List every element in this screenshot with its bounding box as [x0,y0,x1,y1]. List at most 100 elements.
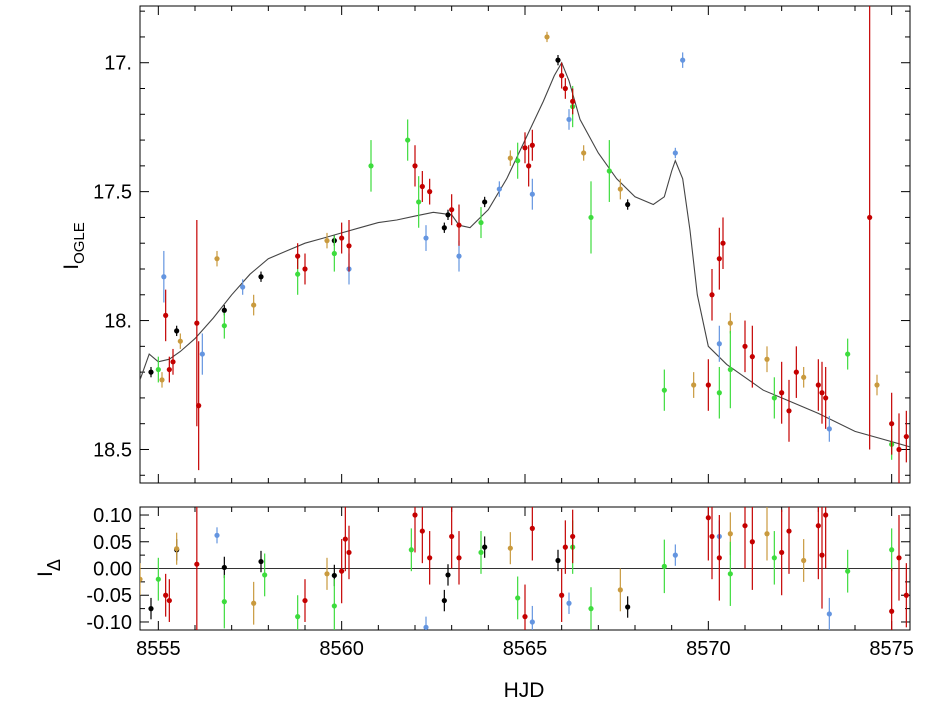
data-point [672,552,678,558]
lc-plot-area [140,6,910,483]
data-point [221,599,227,605]
xtick-label: 8555 [136,638,181,660]
data-point [482,199,488,205]
data-point [412,512,418,518]
data-point [874,382,880,388]
data-point [324,238,330,244]
data-point [709,533,715,540]
data-point [793,369,799,375]
data-point [170,359,176,365]
data-point [716,390,722,396]
ytick-label: 0.05 [93,532,132,554]
ytick-label: 17.5 [93,182,132,204]
data-point [346,549,352,556]
ylabel-residuals-main: I [34,571,57,577]
data-point [555,557,561,564]
data-point [889,547,895,553]
data-point [727,531,733,537]
ylabel-lightcurve: IOGLE [60,222,88,270]
data-point [526,163,532,169]
data-point [194,561,200,567]
data-point [771,555,777,561]
data-point [691,382,697,388]
data-point [346,243,352,249]
data-point [727,366,733,373]
data-point [445,212,451,218]
residuals-panel: 8555 8560 8565 8570 8575 -0.10 -0.05 0.00 0.05 0.… [86,505,914,660]
data-point [903,433,909,440]
data-point [408,547,414,553]
data-point [405,137,411,143]
data-point [826,611,832,617]
data-point [566,116,572,123]
data-point [903,592,909,598]
data-point [705,515,711,521]
data-point [221,307,227,313]
data-point [449,207,455,213]
data-point [896,446,902,453]
data-point [148,606,154,612]
data-point [456,253,462,259]
xtick-label: 8575 [869,638,914,660]
data-point [368,163,374,169]
lightcurve-panel: 17. 17.5 18. 18.5 [93,5,911,484]
data-point [419,183,425,190]
data-point [258,274,264,280]
lc-frame [139,5,911,484]
data-point [889,421,895,427]
ylabel-lightcurve-subscript: OGLE [71,222,88,264]
data-point [262,572,268,578]
data-point [617,186,623,192]
data-point [680,57,686,63]
data-point [786,528,792,534]
data-point [742,523,748,529]
data-point [625,604,631,610]
data-point [562,544,568,550]
data-point [339,235,345,241]
data-point [196,403,202,409]
ylabel-residuals-subscript: Δ [44,559,64,571]
data-point [845,351,851,357]
data-point [251,302,257,308]
data-point [555,57,561,63]
data-point [749,539,755,545]
data-point [449,533,455,540]
data-point [661,387,667,393]
data-point [529,142,535,148]
data-point [625,201,631,208]
data-point [515,158,521,164]
data-point [705,382,711,388]
data-point [559,73,565,79]
data-point [482,544,488,550]
data-point [709,292,715,298]
xtick-label: 8560 [319,638,364,660]
data-point [478,549,484,556]
data-point [163,312,169,319]
res-series-0 [148,536,631,620]
data-point [166,597,172,604]
ylabel-residuals: IΔ [34,559,64,577]
data-point [295,271,301,277]
data-point [815,382,821,388]
data-point [445,572,451,578]
lc-series-2 [159,31,880,398]
data-point [507,545,513,551]
data-point [240,284,246,290]
data-point [412,163,418,169]
data-point [339,568,345,574]
data-point [155,366,161,373]
data-point [324,571,330,577]
data-point [764,356,770,362]
data-point [456,222,462,228]
data-point [331,603,337,609]
data-point [716,256,722,262]
data-point [823,395,829,401]
data-point [199,351,205,357]
data-point [742,343,748,349]
data-point [779,390,785,396]
ytick-label: -0.05 [86,585,132,607]
data-point [716,555,722,561]
ytick-label: 0.00 [93,559,132,581]
data-point [764,531,770,537]
ytick-label: 18.5 [93,439,132,461]
